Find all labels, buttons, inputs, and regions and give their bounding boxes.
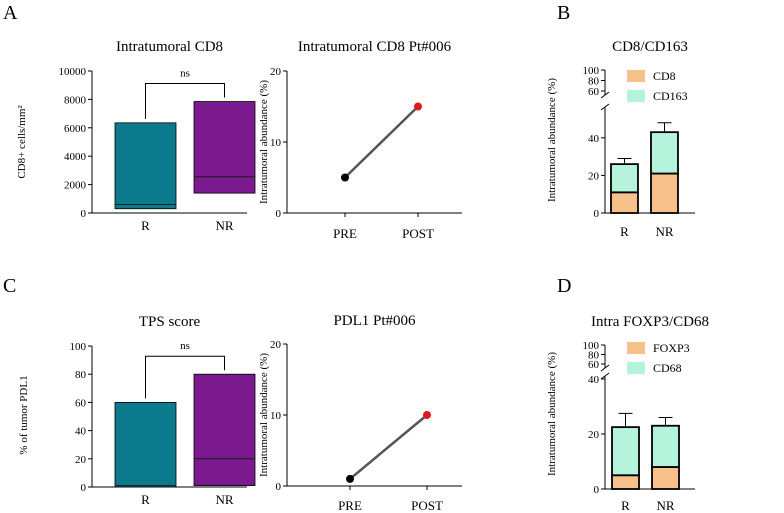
y-tick-label: 0 xyxy=(594,484,600,496)
bar-cd8-nr xyxy=(650,172,679,214)
y-axis-label: % of tumor PDL1 xyxy=(18,375,30,454)
significance-label: ns xyxy=(180,340,190,352)
x-category-label: R xyxy=(621,498,630,513)
bar-foxp3-nr xyxy=(651,466,680,490)
y-tick-label: 60 xyxy=(75,397,87,409)
chart-tps-score: TPS score % of tumor PDL1 0 20 40 60 80 100 R NR n… xyxy=(18,314,256,507)
y-tick-label: 6000 xyxy=(64,123,87,135)
chart-title: CD8/CD163 xyxy=(612,39,688,55)
legend-label: FOXP3 xyxy=(653,341,690,355)
y-tick-label: 60 xyxy=(588,359,600,371)
chart-title: Intratumoral CD8 Pt#006 xyxy=(298,39,452,55)
bar-cd163-nr xyxy=(650,131,679,175)
chart-title: TPS score xyxy=(139,314,201,330)
point-post xyxy=(423,411,431,419)
y-tick-label: 4000 xyxy=(64,151,87,163)
axis-break-mark xyxy=(600,364,610,380)
y-tick-label: 40 xyxy=(588,374,600,386)
y-tick-label: 20 xyxy=(75,454,87,466)
y-tick-label: 10 xyxy=(270,410,282,422)
bar-cd68-nr xyxy=(651,424,680,468)
y-tick-label: 100 xyxy=(70,341,87,353)
box-nr xyxy=(193,101,256,194)
y-tick-label: 80 xyxy=(75,369,87,381)
chart-foxp3-cd68: Intra FOXP3/CD68 Intratumoral abundance (… xyxy=(546,314,709,513)
y-tick-label: 80 xyxy=(588,350,600,362)
panel-label-c: C xyxy=(3,275,16,297)
chart-title: PDL1 Pt#006 xyxy=(333,313,416,329)
y-tick-label: 10 xyxy=(270,137,282,149)
y-axis-label: Intratumoral abundance (%) xyxy=(546,78,558,202)
y-tick-label: 100 xyxy=(583,65,600,77)
y-tick-label: 80 xyxy=(588,76,600,88)
legend-label: CD8 xyxy=(653,69,676,83)
y-tick-label: 10000 xyxy=(59,66,87,78)
significance-bracket xyxy=(145,83,225,119)
x-category-label: R xyxy=(620,224,629,239)
chart-intratumoral-cd8: Intratumoral CD8 CD8+ cells/mm² 0 2000 4000 6… xyxy=(16,39,256,233)
axis-break-mark xyxy=(600,91,610,111)
x-category-label: PRE xyxy=(338,498,362,513)
significance-bracket xyxy=(145,355,225,399)
chart-pdl1-pt006: PDL1 Pt#006 Intratumoral abundance (%) 0 10… xyxy=(258,313,462,513)
panel-label-d: D xyxy=(557,275,571,297)
legend-swatch-cd68 xyxy=(627,362,645,374)
x-category-label: POST xyxy=(411,498,443,513)
legend-label: CD68 xyxy=(653,361,682,375)
y-axis-label: Intratumoral abundance (%) xyxy=(258,80,270,204)
y-axis-label: Intratumoral abundance (%) xyxy=(258,353,270,477)
series-line xyxy=(349,414,428,480)
y-tick-label: 40 xyxy=(75,426,87,438)
chart-title: Intratumoral CD8 xyxy=(116,39,223,55)
bar-foxp3-r xyxy=(611,474,640,490)
y-tick-label: 20 xyxy=(270,66,282,78)
y-tick-label: 0 xyxy=(594,208,600,220)
y-tick-label: 60 xyxy=(588,86,600,98)
y-axis-label: Intratumoral abundance (%) xyxy=(546,352,558,476)
x-category-label: PRE xyxy=(333,226,357,241)
point-post xyxy=(414,102,422,111)
x-category-label: NR xyxy=(215,218,233,233)
bar-cd8-r xyxy=(610,191,639,214)
y-tick-label: 0 xyxy=(276,481,282,493)
y-tick-label: 0 xyxy=(81,208,87,220)
legend-swatch-cd8 xyxy=(627,70,645,82)
y-tick-label: 0 xyxy=(81,482,87,494)
legend-label: CD163 xyxy=(653,89,688,103)
panel-label-a: A xyxy=(3,2,18,24)
panel-label-b: B xyxy=(557,2,570,24)
legend-swatch-foxp3 xyxy=(627,342,645,354)
x-category-label: R xyxy=(141,218,150,233)
point-pre xyxy=(341,173,349,182)
y-tick-label: 20 xyxy=(270,339,282,351)
box-nr xyxy=(193,373,256,486)
legend-swatch-cd163 xyxy=(627,90,645,102)
chart-title: Intra FOXP3/CD68 xyxy=(591,314,709,330)
y-tick-label: 2000 xyxy=(64,180,87,192)
significance-label: ns xyxy=(180,68,190,80)
series-line xyxy=(344,105,419,179)
x-category-label: NR xyxy=(215,492,233,507)
box-r xyxy=(114,401,177,488)
chart-cd8-cd163: CD8/CD163 Intratumoral abundance (%) 0 20 40… xyxy=(546,39,695,239)
y-tick-label: 100 xyxy=(583,340,600,352)
y-tick-label: 20 xyxy=(588,170,600,182)
x-category-label: NR xyxy=(655,224,673,239)
y-tick-label: 40 xyxy=(588,133,600,145)
box-r xyxy=(114,122,177,210)
bar-cd68-r xyxy=(611,426,640,477)
y-axis-label: CD8+ cells/mm² xyxy=(16,105,28,179)
x-category-label: POST xyxy=(402,226,434,241)
y-tick-label: 0 xyxy=(276,208,282,220)
point-pre xyxy=(346,474,354,483)
bar-cd163-r xyxy=(610,163,639,194)
chart-intratumoral-cd8-pt006: Intratumoral CD8 Pt#006 Intratumoral abun… xyxy=(258,39,462,241)
y-tick-label: 8000 xyxy=(64,94,87,106)
y-tick-label: 20 xyxy=(588,429,600,441)
x-category-label: R xyxy=(141,492,150,507)
x-category-label: NR xyxy=(656,498,674,513)
